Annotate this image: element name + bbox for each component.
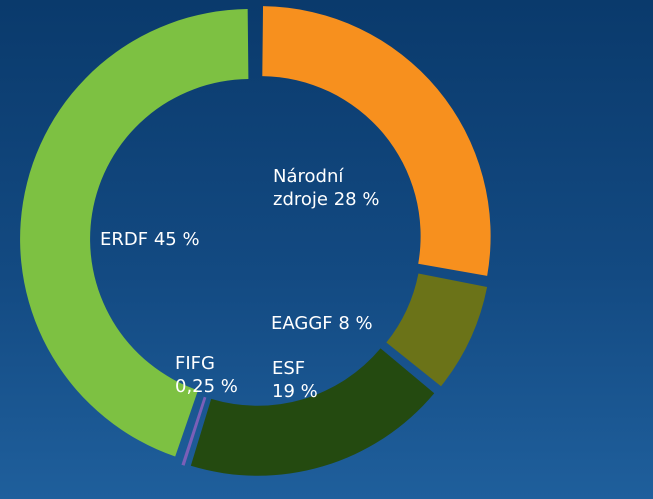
slice-label: FIFG 0,25 % [175, 352, 250, 398]
value-label: 28 % [333, 189, 380, 210]
value-label: 8 % [338, 313, 373, 334]
donut-slice [181, 396, 207, 466]
category-label: FIFG [175, 353, 215, 374]
category-label: ERDF [100, 229, 149, 250]
category-label: ESF [272, 358, 306, 379]
donut-slice [386, 273, 488, 387]
donut-slice [262, 6, 491, 276]
value-label: 19 % [272, 381, 318, 402]
slice-label: ESF 19 % [272, 357, 322, 403]
donut-slice [190, 348, 435, 476]
slice-label: EAGGF 8 % [271, 312, 411, 335]
category-label: EAGGF [271, 313, 333, 334]
value-label: 0,25 % [175, 376, 238, 397]
slice-label: Národní zdroje 28 % [273, 165, 393, 211]
donut-slice [20, 9, 249, 457]
category-label: Národní zdroje [273, 166, 344, 210]
value-label: 45 % [153, 229, 200, 250]
slice-label: ERDF 45 % [100, 228, 260, 251]
